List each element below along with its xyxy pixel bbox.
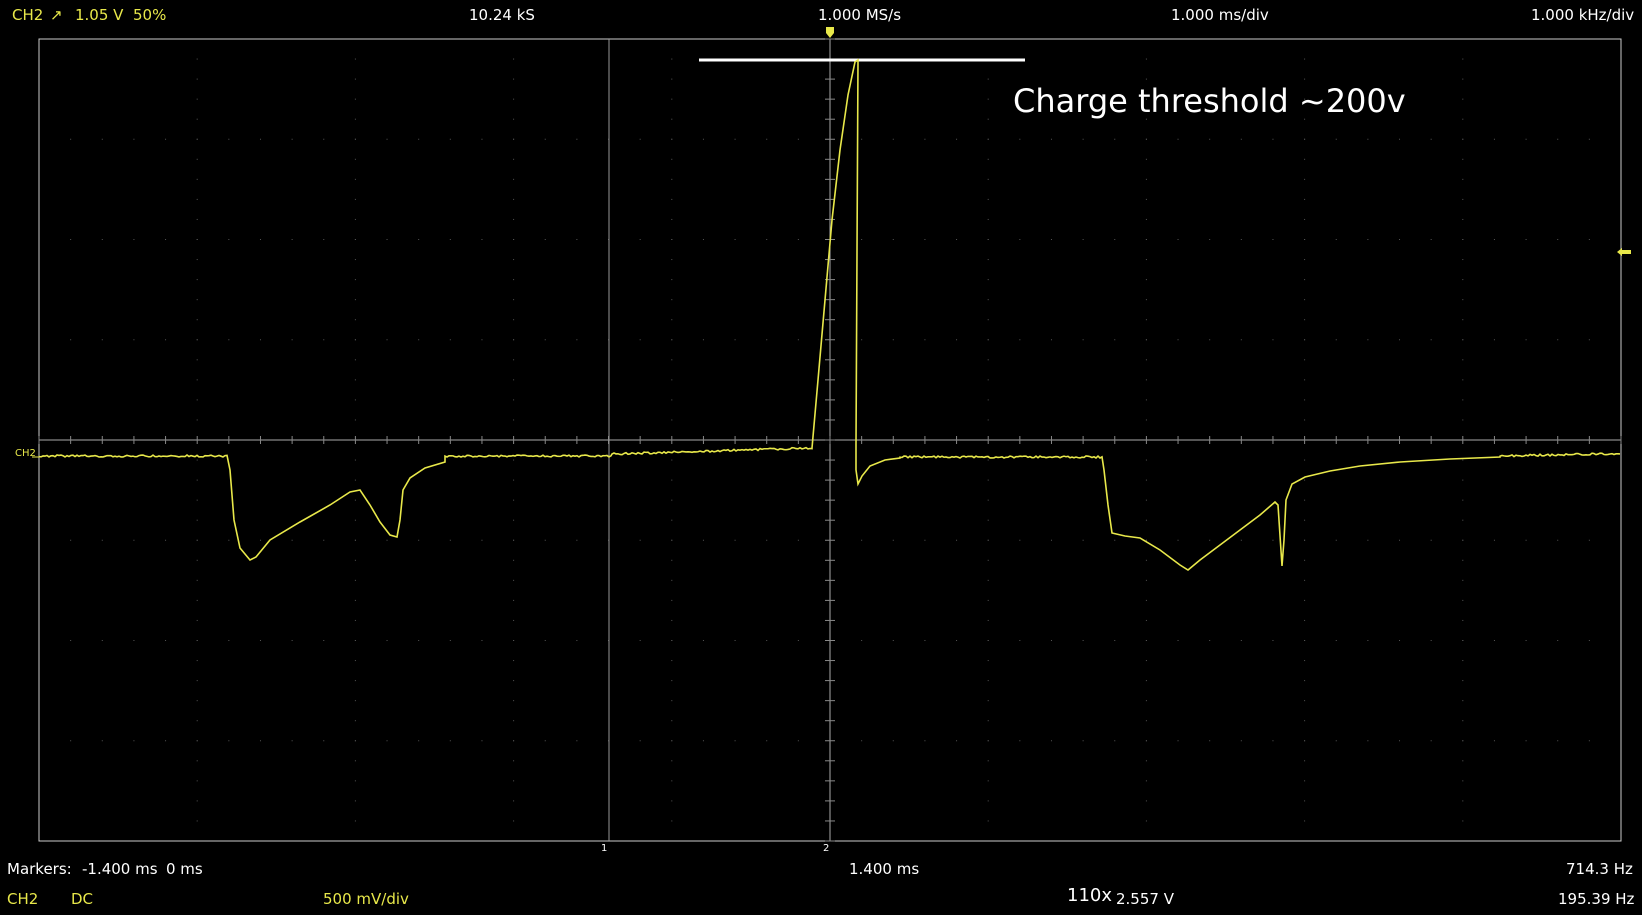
volts-per-div[interactable]: 500 mV/div	[323, 890, 409, 908]
marker-2-time[interactable]: 0 ms	[166, 860, 203, 878]
trigger-arrow-icon[interactable]	[826, 27, 834, 38]
zoom-factor: 110x	[1067, 887, 1112, 905]
marker-delta-time: 1.400 ms	[849, 860, 919, 878]
coupling[interactable]: DC	[71, 890, 93, 908]
annotation-text: Charge threshold ~200v	[1013, 82, 1406, 120]
markers-label: Markers:	[7, 860, 72, 878]
ch2-offset-label: CH2	[15, 448, 36, 459]
level-arrow-icon[interactable]	[1622, 250, 1631, 254]
level-arrow-tip	[1617, 248, 1622, 256]
measure-frequency: 195.39 Hz	[1558, 890, 1634, 908]
bottom-channel-label[interactable]: CH2	[7, 890, 38, 908]
marker-2-label: 2	[823, 843, 829, 854]
measure-voltage: 2.557 V	[1116, 890, 1174, 908]
marker-delta-freq: 714.3 Hz	[1566, 860, 1633, 878]
marker-1-label: 1	[601, 843, 607, 854]
marker-1-time[interactable]: -1.400 ms	[82, 860, 158, 878]
